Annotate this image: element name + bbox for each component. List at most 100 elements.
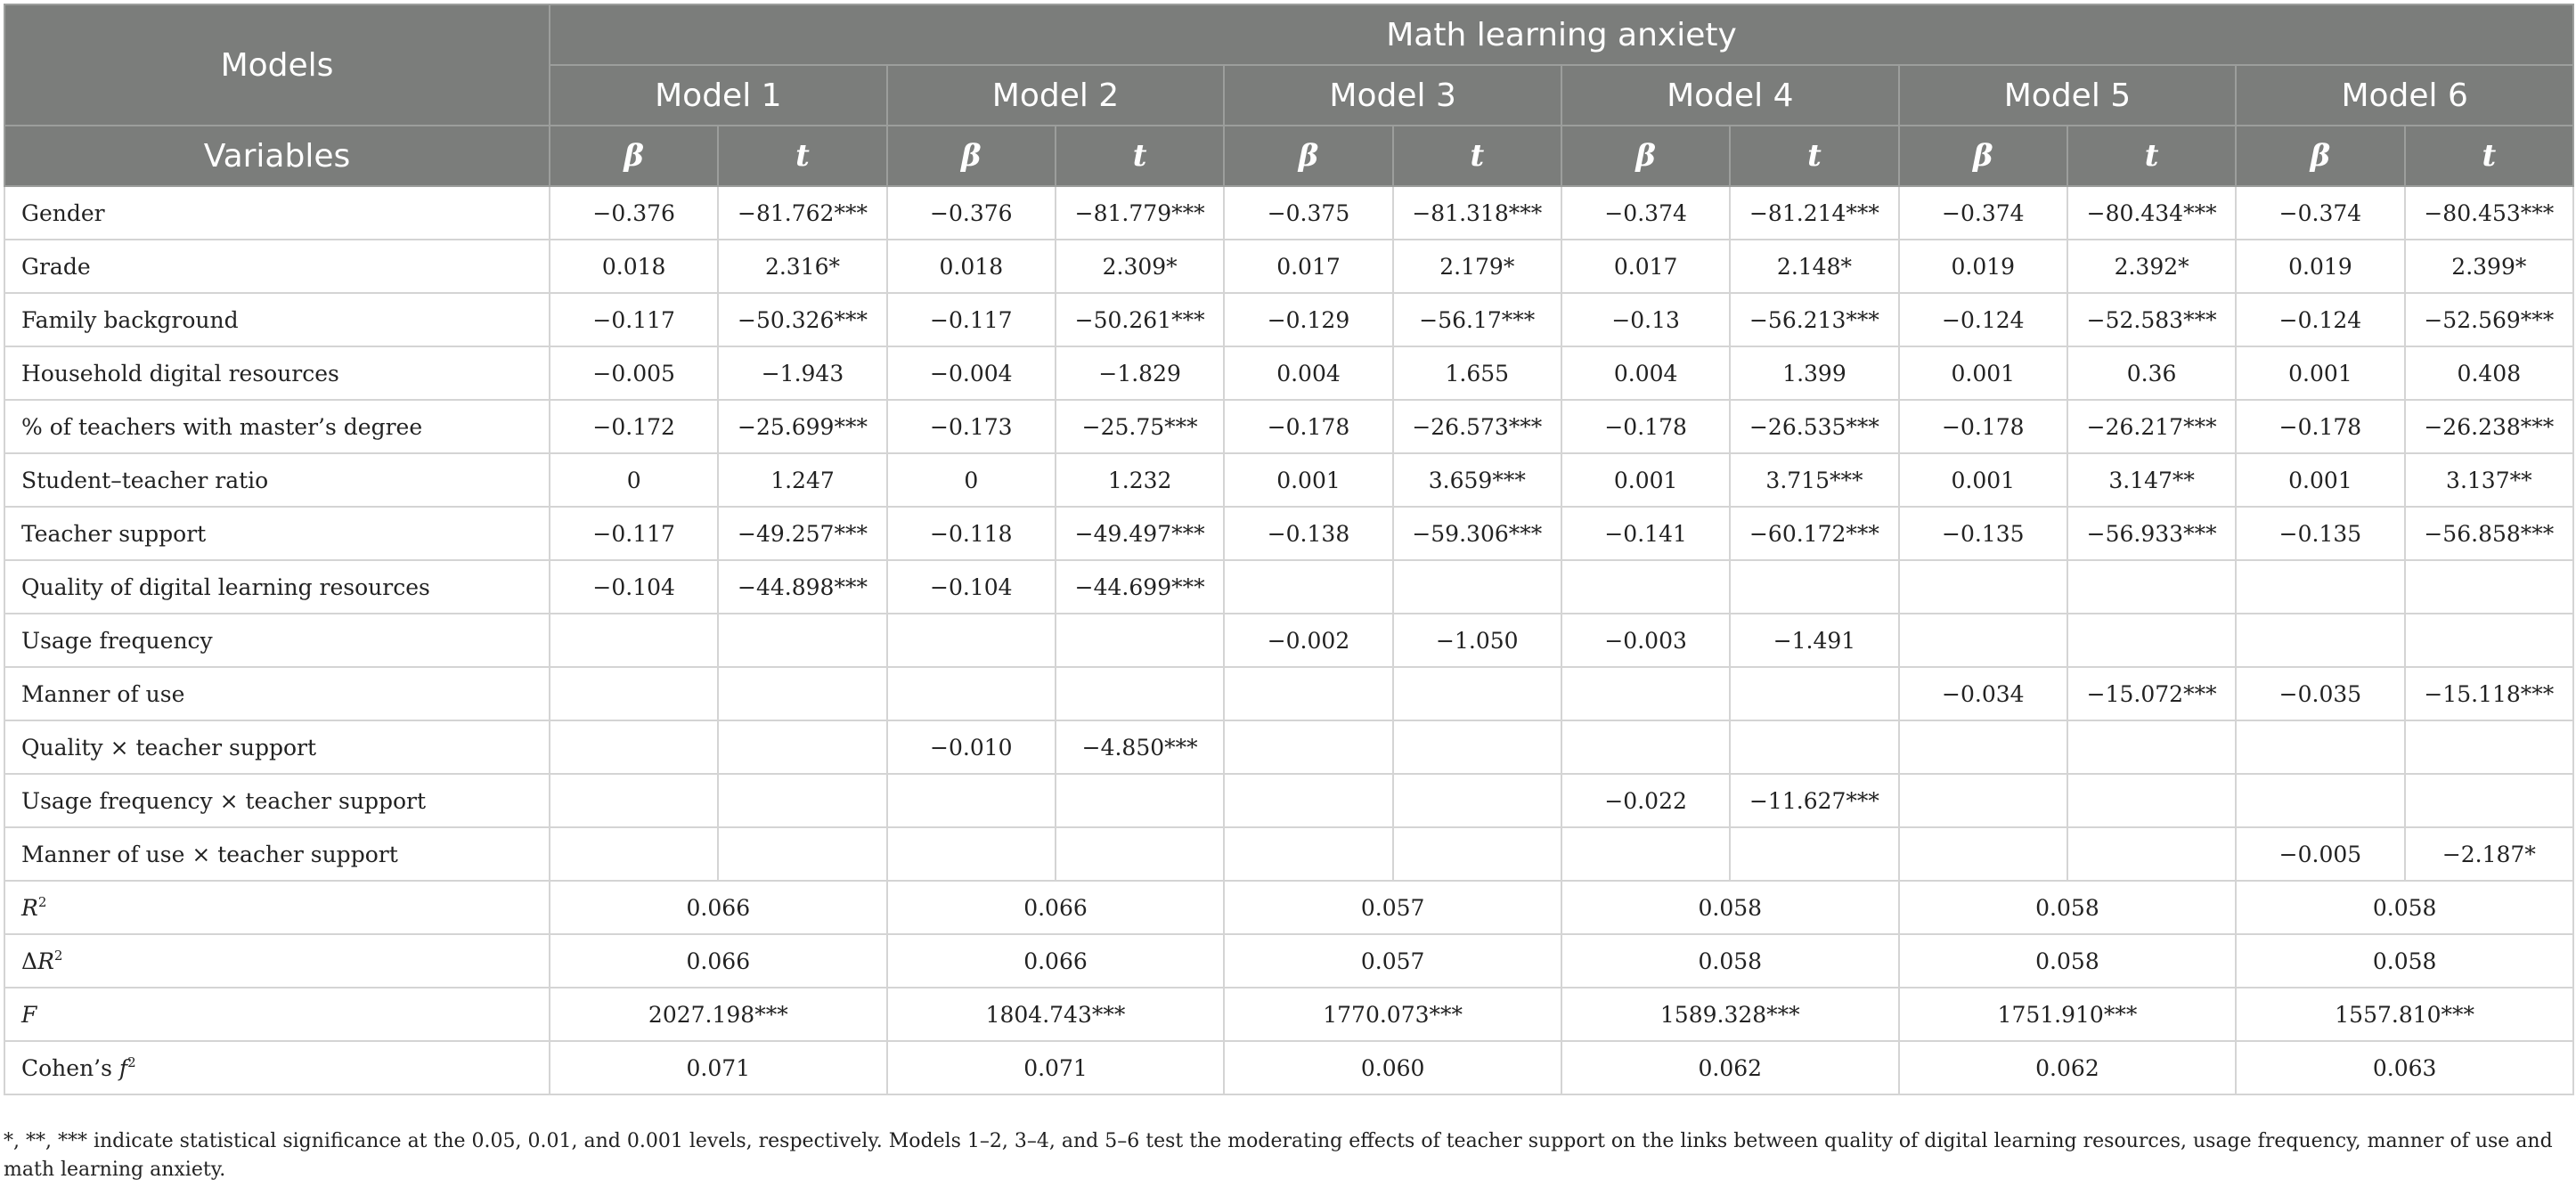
beta-cell xyxy=(2235,613,2406,668)
t-header: t xyxy=(2066,125,2238,187)
stat-value-cell: 0.066 xyxy=(885,880,1226,935)
t-cell xyxy=(717,613,888,668)
t-cell: 2.148* xyxy=(1729,239,1900,294)
beta-cell: −0.138 xyxy=(1223,506,1394,561)
beta-cell: −0.374 xyxy=(2235,185,2406,240)
t-cell xyxy=(1391,720,1562,775)
t-cell: −56.17*** xyxy=(1391,292,1562,347)
beta-cell: −0.104 xyxy=(885,559,1056,614)
stat-value-cell: 1804.743*** xyxy=(885,987,1226,1042)
beta-cell: 0.004 xyxy=(1560,346,1732,401)
beta-cell: −0.118 xyxy=(885,506,1056,561)
t-cell: 3.659*** xyxy=(1391,452,1562,508)
t-cell: −15.118*** xyxy=(2403,666,2575,721)
stat-value-cell: 0.057 xyxy=(1223,933,1562,988)
beta-cell xyxy=(548,826,720,882)
t-cell xyxy=(1391,559,1562,614)
t-cell: −1.829 xyxy=(1054,346,1226,401)
t-cell: −44.898*** xyxy=(717,559,888,614)
beta-cell: 0.018 xyxy=(885,239,1056,294)
beta-cell: −0.117 xyxy=(885,292,1056,347)
stat-value-cell: 0.066 xyxy=(549,933,888,988)
beta-cell: 0.001 xyxy=(1223,452,1394,508)
beta-header: β xyxy=(1223,125,1394,187)
beta-cell xyxy=(1897,613,2068,668)
model-header-6: Model 6 xyxy=(2235,64,2575,126)
t-header: t xyxy=(717,125,888,187)
beta-cell: 0.001 xyxy=(2235,452,2406,508)
beta-cell: −0.173 xyxy=(885,399,1056,454)
beta-cell xyxy=(885,613,1056,668)
beta-cell: 0.001 xyxy=(1897,346,2068,401)
t-cell xyxy=(2403,613,2575,668)
t-cell xyxy=(1054,773,1226,828)
beta-cell: −0.002 xyxy=(1223,613,1394,668)
t-cell: −26.238*** xyxy=(2403,399,2575,454)
beta-cell: 0.018 xyxy=(548,239,720,294)
t-cell: −49.257*** xyxy=(717,506,888,561)
beta-header: β xyxy=(2235,125,2406,187)
t-cell: −59.306*** xyxy=(1391,506,1562,561)
stat-value-cell: 1770.073*** xyxy=(1223,987,1562,1042)
beta-cell xyxy=(1897,826,2068,882)
variable-label: Family background xyxy=(4,292,550,347)
stat-value-cell: 0.058 xyxy=(2235,933,2575,988)
beta-header: β xyxy=(548,125,720,187)
beta-cell xyxy=(1223,666,1394,721)
beta-cell: −0.129 xyxy=(1223,292,1394,347)
t-cell: −52.583*** xyxy=(2066,292,2238,347)
beta-cell xyxy=(1897,720,2068,775)
beta-cell: −0.117 xyxy=(548,506,720,561)
t-cell: −49.497*** xyxy=(1054,506,1226,561)
table-row: Teacher support −0.117 −49.257*** −0.118 −49… xyxy=(4,506,2575,561)
beta-cell: −0.135 xyxy=(1897,506,2068,561)
t-cell: 1.247 xyxy=(717,452,888,508)
stat-value-cell: 0.066 xyxy=(549,880,888,935)
beta-cell xyxy=(885,773,1056,828)
variable-label: Household digital resources xyxy=(4,346,550,401)
stat-symbol: R xyxy=(21,894,38,921)
stat-value-cell: 1589.328*** xyxy=(1560,987,1900,1042)
beta-header: β xyxy=(1560,125,1732,187)
variable-label: Gender xyxy=(4,185,550,240)
variable-label: Student–teacher ratio xyxy=(4,452,550,508)
beta-cell xyxy=(1897,773,2068,828)
t-cell xyxy=(1054,666,1226,721)
stat-symbol: Cohen’s xyxy=(21,1054,119,1081)
variable-label: Grade xyxy=(4,239,550,294)
t-cell: −1.491 xyxy=(1729,613,1900,668)
model-header-2: Model 2 xyxy=(885,64,1226,126)
stat-superscript: 2 xyxy=(53,947,63,964)
table-row: Grade 0.018 2.316* 0.018 2.309* 0.017 2.179* 0.… xyxy=(4,239,2575,294)
beta-cell: −0.005 xyxy=(548,346,720,401)
t-cell: −56.933*** xyxy=(2066,506,2238,561)
beta-cell: 0.019 xyxy=(1897,239,2068,294)
beta-cell: −0.135 xyxy=(2235,506,2406,561)
t-cell xyxy=(717,773,888,828)
stat-value-cell: 0.071 xyxy=(885,1040,1226,1095)
table-row: Usage frequency × teacher support −0.022−… xyxy=(4,773,2575,828)
t-cell: −80.434*** xyxy=(2066,185,2238,240)
model-header-1: Model 1 xyxy=(549,64,888,126)
table-row: Quality × teacher support −0.010 −4.850*** xyxy=(4,720,2575,775)
t-cell: −25.75*** xyxy=(1054,399,1226,454)
stat-value-cell: 0.062 xyxy=(1897,1040,2238,1095)
beta-cell xyxy=(1223,773,1394,828)
table-row: Manner of use −0.034 −15.072*** −0.035 −15.1… xyxy=(4,666,2575,721)
t-cell xyxy=(1729,826,1900,882)
beta-cell xyxy=(2235,720,2406,775)
stat-symbol: R xyxy=(37,948,54,974)
beta-cell: −0.178 xyxy=(1223,399,1394,454)
variable-label: Quality of digital learning resources xyxy=(4,559,550,614)
t-cell: −50.261*** xyxy=(1054,292,1226,347)
t-cell: −44.699*** xyxy=(1054,559,1226,614)
stat-symbol-italic: f xyxy=(118,1054,128,1081)
t-cell xyxy=(1729,559,1900,614)
beta-cell xyxy=(1223,720,1394,775)
t-cell: 1.399 xyxy=(1729,346,1900,401)
beta-cell: 0.001 xyxy=(1897,452,2068,508)
stat-value-cell: 0.058 xyxy=(1897,880,2238,935)
t-cell: 3.147** xyxy=(2066,452,2238,508)
t-cell: 2.392* xyxy=(2066,239,2238,294)
